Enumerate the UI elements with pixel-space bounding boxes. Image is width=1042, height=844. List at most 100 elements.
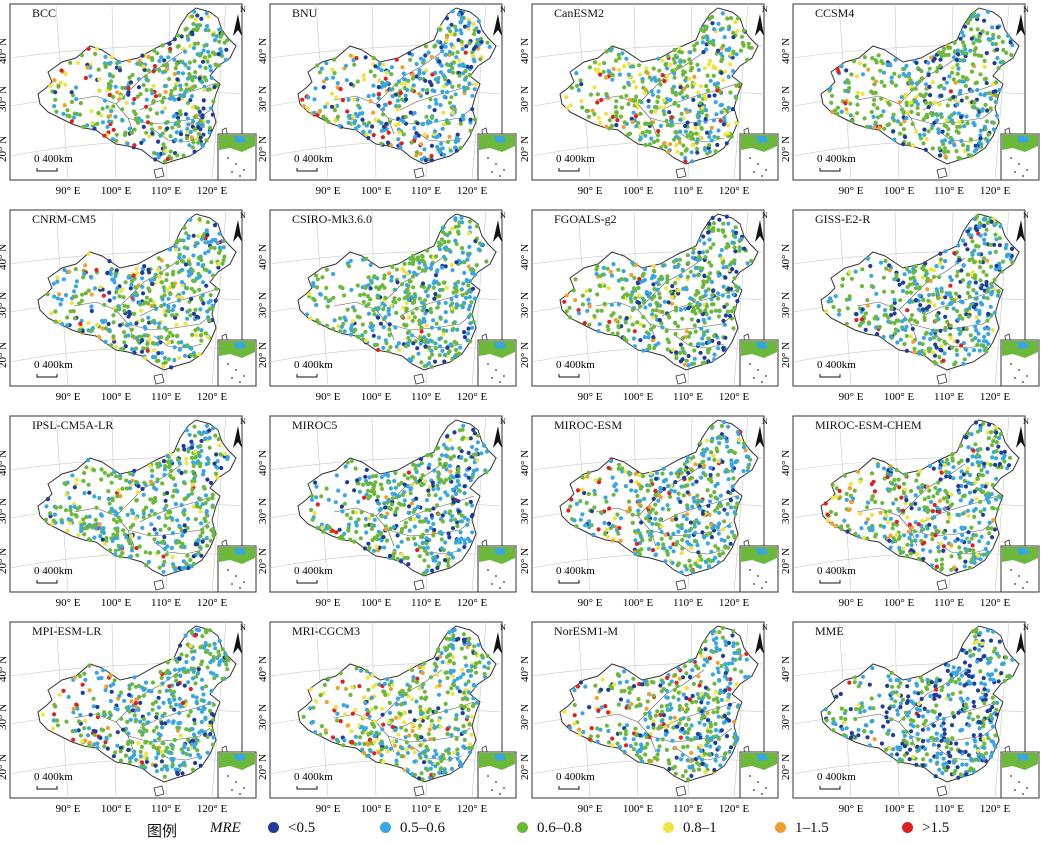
station-point [598, 120, 603, 125]
station-point [634, 124, 639, 129]
station-point [884, 266, 889, 271]
station-point [386, 480, 391, 485]
station-point [433, 273, 439, 278]
station-point [151, 300, 156, 305]
station-point [214, 34, 219, 39]
station-point [443, 52, 448, 57]
station-point [309, 493, 315, 499]
station-point [440, 287, 445, 292]
station-point [979, 286, 984, 291]
station-point [435, 144, 440, 149]
lon-tick-label: 120° E [457, 185, 488, 197]
station-point [968, 48, 973, 53]
station-point [444, 467, 449, 472]
scale-bar-label: 0 400km [294, 153, 333, 165]
station-point [395, 533, 400, 538]
station-point [719, 70, 724, 75]
station-point [420, 258, 425, 263]
station-point [428, 120, 433, 125]
station-point [881, 70, 887, 75]
station-point [174, 247, 179, 252]
station-point [996, 66, 1001, 71]
station-point [963, 54, 968, 59]
station-point [904, 115, 909, 121]
station-point [924, 112, 929, 117]
station-point [170, 125, 175, 130]
station-point [453, 238, 458, 243]
station-point [153, 274, 158, 279]
station-point [430, 352, 435, 357]
station-point [386, 130, 391, 135]
station-point [157, 321, 162, 326]
station-point [356, 499, 361, 504]
station-point [149, 121, 154, 126]
station-point [831, 304, 836, 310]
station-point [205, 334, 210, 340]
station-point [425, 551, 430, 557]
station-point [892, 300, 897, 305]
station-point [665, 73, 670, 79]
station-point [652, 269, 657, 274]
station-point [43, 517, 49, 522]
station-point [701, 234, 706, 239]
station-point [637, 63, 642, 68]
station-point [323, 295, 328, 300]
station-point [365, 488, 371, 493]
station-point [180, 71, 186, 76]
station-point [871, 91, 876, 96]
station-point [721, 284, 726, 289]
station-point [375, 494, 381, 499]
station-point [442, 254, 447, 260]
station-point [64, 492, 69, 497]
station-point [910, 121, 915, 127]
station-point [199, 438, 204, 444]
station-point [931, 292, 936, 297]
station-point [686, 363, 691, 368]
station-point [329, 91, 335, 96]
station-point [141, 508, 146, 513]
station-point [855, 111, 860, 116]
station-point [921, 298, 926, 303]
station-point [133, 290, 138, 296]
station-point [690, 143, 695, 148]
station-point [712, 27, 717, 32]
station-point [724, 108, 729, 113]
station-point [685, 110, 690, 115]
station-point [652, 75, 657, 80]
station-point [971, 305, 977, 310]
station-point [179, 502, 184, 508]
station-point [889, 75, 894, 80]
station-point [994, 113, 999, 118]
station-point [122, 308, 127, 313]
station-point [370, 124, 375, 129]
station-point [685, 274, 690, 280]
station-point [307, 291, 312, 297]
station-point [82, 491, 87, 496]
station-point [195, 326, 201, 331]
station-point [402, 473, 407, 478]
station-point [390, 264, 395, 269]
station-point [464, 501, 469, 507]
station-point [951, 94, 956, 100]
station-point [914, 81, 919, 86]
station-point [109, 472, 114, 477]
station-point [960, 316, 965, 321]
lat-tick-label: 20° N [519, 342, 531, 368]
station-point [345, 307, 350, 312]
station-point [356, 517, 361, 522]
station-point [178, 83, 183, 88]
station-point [697, 238, 702, 243]
lon-tick-label: 100° E [884, 391, 915, 403]
station-point [662, 105, 667, 110]
station-point [142, 356, 148, 361]
station-point [630, 307, 635, 312]
station-point [873, 79, 879, 84]
station-point [101, 526, 106, 531]
station-point [474, 224, 480, 229]
station-point [421, 335, 427, 340]
station-point [165, 120, 170, 125]
station-point [912, 350, 917, 355]
station-point [100, 120, 105, 125]
station-point [366, 283, 371, 288]
